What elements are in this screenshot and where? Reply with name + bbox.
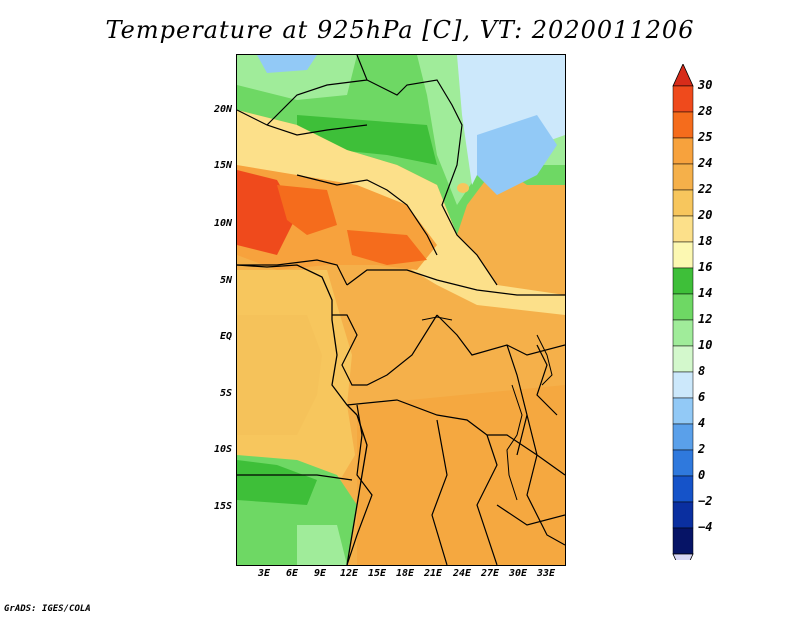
lon-label-3e: 3E (257, 568, 271, 579)
northwest-blue-patch (257, 55, 317, 73)
colorbar-segment (672, 345, 694, 373)
lat-label-20n: 20N (213, 104, 232, 115)
southwest-deep-green-zone (237, 460, 317, 505)
lat-label-eq: EQ (219, 331, 232, 342)
colorbar-bottom-triangle (672, 553, 694, 577)
temperature-map (236, 54, 566, 566)
map-title: Temperature at 925hPa [C], VT: 202001120… (105, 16, 695, 44)
colorbar-tick-label: 0 (698, 468, 706, 482)
colorbar-segment (672, 397, 694, 425)
sahel-green-band (297, 115, 437, 165)
colorbar-tick-label: 14 (698, 286, 713, 300)
map-svg (237, 55, 565, 565)
colorbar-segment (672, 475, 694, 503)
colorbar-tick-label: 2 (698, 442, 706, 456)
colorbar-tick-label: 30 (698, 78, 713, 92)
lon-label-24e: 24E (452, 568, 472, 579)
coastline (237, 264, 368, 565)
colorbar-segment (672, 501, 694, 529)
lon-label-27e: 27E (480, 568, 500, 579)
colorbar-segment (672, 189, 694, 217)
colorbar-tick-label: 24 (698, 156, 713, 170)
colorbar-tick-label: −4 (698, 520, 713, 534)
colorbar-top-triangle (672, 63, 694, 87)
colorbar-tick-label: 8 (698, 364, 706, 378)
colorbar-segment (672, 137, 694, 165)
lon-label-15e: 15E (367, 568, 387, 579)
colorbar-tick-label: 20 (698, 208, 713, 222)
colorbar-tick-label: 10 (698, 338, 713, 352)
colorbar-segment (672, 85, 694, 113)
colorbar-segment (672, 111, 694, 139)
colorbar-segment (672, 449, 694, 477)
colorbar-tick-label: 4 (698, 416, 706, 430)
lon-label-21e: 21E (423, 568, 443, 579)
colorbar-segment (672, 215, 694, 243)
south-warm-zone (357, 385, 565, 565)
lat-label-15s: 15S (213, 501, 232, 512)
very-hot-east-zone (347, 230, 427, 265)
colorbar-tick-label: 25 (698, 130, 713, 144)
colorbar-svg (672, 63, 694, 577)
lon-label-9e: 9E (313, 568, 327, 579)
lon-label-12e: 12E (339, 568, 359, 579)
colorbar-segment (672, 423, 694, 451)
southwest-light-zone (297, 525, 347, 565)
lakes (421, 316, 553, 501)
colorbar-tick-label: −2 (698, 494, 713, 508)
lon-label-6e: 6E (285, 568, 299, 579)
colorbar-segment (672, 241, 694, 269)
footer-credit: GrADS: IGES/COLA (4, 604, 91, 614)
colorbar-tick-label: 28 (698, 104, 713, 118)
lat-label-10s: 10S (213, 444, 232, 455)
lon-label-33e: 33E (536, 568, 556, 579)
very-hot-central-zone (277, 185, 337, 235)
north-deep-blue-zone (477, 115, 557, 195)
colorbar-tick-label: 6 (698, 390, 706, 404)
lat-label-10n: 10N (213, 218, 232, 229)
colorbar-segment (672, 163, 694, 191)
colorbar-tick-label: 22 (698, 182, 713, 196)
warm-spot (457, 183, 469, 193)
colorbar-segment (672, 267, 694, 295)
lon-label-18e: 18E (395, 568, 415, 579)
gulf-inner-zone (237, 315, 322, 435)
country-borders (237, 55, 565, 565)
colorbar-tick-label: 18 (698, 234, 713, 248)
lat-label-15n: 15N (213, 160, 232, 171)
colorbar-tick-label: 16 (698, 260, 713, 274)
lat-label-5n: 5N (219, 275, 232, 286)
colorbar (672, 63, 696, 577)
lat-label-5s: 5S (219, 388, 232, 399)
colorbar-segment (672, 527, 694, 555)
colorbar-segment (672, 371, 694, 399)
lon-label-30e: 30E (508, 568, 528, 579)
colorbar-segment (672, 319, 694, 347)
colorbar-segment (672, 293, 694, 321)
colorbar-tick-label: 12 (698, 312, 713, 326)
